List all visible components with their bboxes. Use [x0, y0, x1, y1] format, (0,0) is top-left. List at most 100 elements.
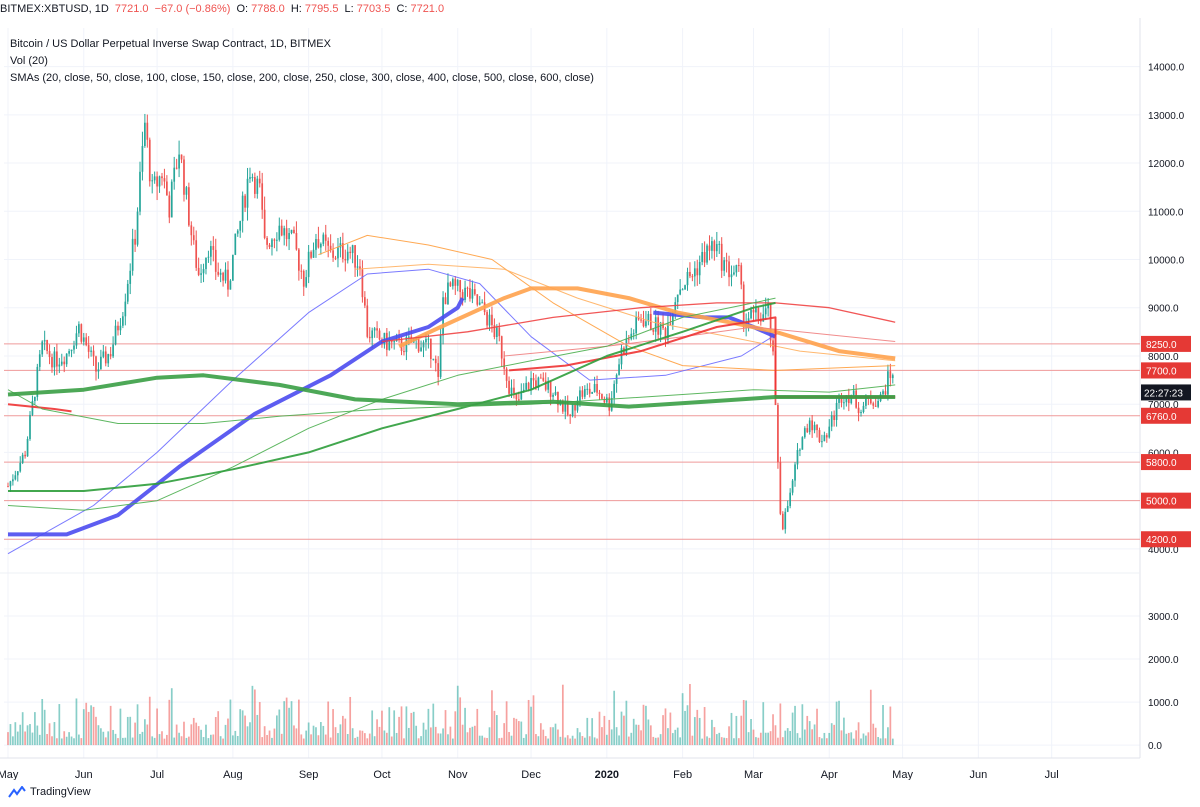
candle-body-40: [104, 351, 107, 364]
volume-bar-209: [517, 721, 520, 746]
volume-bar-127: [317, 735, 320, 746]
candle-body-202: [500, 336, 503, 359]
candle-body-304: [750, 309, 752, 319]
volume-bar-143: [356, 736, 359, 746]
volume-bar-106: [266, 734, 268, 746]
candle-body-206: [510, 387, 513, 394]
volume-bar-159: [395, 732, 398, 746]
candle-body-130: [324, 234, 327, 241]
candle-body-65: [166, 181, 168, 196]
volume-bar-165: [410, 712, 413, 746]
legend-smas[interactable]: SMAs (20, close, 50, close, 100, close, …: [10, 72, 594, 84]
volume-bar-1: [9, 724, 12, 746]
candle-body-175: [434, 358, 437, 364]
volume-bar-104: [261, 737, 264, 746]
candle-body-212: [525, 382, 528, 390]
volume-bar-322: [794, 705, 796, 746]
candle-body-325: [801, 437, 804, 450]
volume-bar-13: [38, 734, 41, 746]
volume-bar-259: [640, 730, 642, 746]
volume-bar-292: [720, 737, 723, 746]
volume-bar-189: [469, 727, 471, 746]
volume-bar-119: [298, 699, 300, 746]
candle-body-238: [588, 388, 591, 394]
candle-body-97: [244, 195, 246, 208]
candle-body-223: [552, 394, 554, 397]
candle-body-12: [36, 366, 39, 397]
candle-body-272: [671, 313, 674, 325]
candle-body-292: [720, 243, 723, 271]
volume-bar-290: [715, 734, 718, 746]
volume-bar-231: [571, 735, 574, 746]
candle-body-41: [107, 354, 110, 364]
volume-bar-273: [674, 729, 677, 746]
volume-bar-102: [256, 714, 259, 746]
volume-bar-92: [232, 735, 234, 746]
chart-area[interactable]: 4000.0 5000.0 6000.0 7000.0 8000.0 9000.0 1000…: [0, 18, 1200, 785]
candle-body-76: [192, 235, 195, 241]
volume-bar-287: [708, 737, 711, 746]
volume-bar-167: [415, 725, 418, 746]
candle-body-221: [547, 381, 550, 390]
volume-bar-76: [192, 717, 195, 746]
candle-body-156: [388, 340, 391, 350]
candle-body-74: [188, 187, 190, 226]
price-chart-svg[interactable]: 4000.0 5000.0 6000.0 7000.0 8000.0 9000.0 1000…: [0, 18, 1200, 781]
candle-body-152: [378, 330, 381, 340]
volume-bar-134: [334, 727, 337, 746]
candle-body-53: [136, 211, 139, 245]
volume-bar-131: [327, 701, 330, 746]
candle-body-232: [574, 405, 576, 411]
volume-bar-170: [422, 722, 425, 746]
volume-bar-81: [205, 724, 207, 746]
volume-bar-313: [772, 714, 774, 746]
candle-body-54: [139, 171, 141, 212]
candle-body-127: [317, 239, 320, 248]
volume-bar-166: [412, 711, 415, 746]
candle-body-50: [129, 270, 132, 284]
volume-bar-37: [97, 725, 100, 746]
symbol-name[interactable]: BITMEX:XBTUSD, 1D: [0, 3, 109, 15]
time-tick-label-8: 2020: [595, 769, 619, 780]
candle-body-61: [156, 176, 158, 187]
volume-bar-100: [251, 685, 254, 746]
candle-body-257: [635, 316, 638, 334]
candle-body-109: [273, 239, 276, 241]
candle-body-300: [740, 265, 743, 285]
candle-body-199: [493, 325, 496, 337]
legend-volume[interactable]: Vol (20): [10, 55, 48, 67]
candle-body-116: [290, 229, 293, 234]
candle-body-85: [214, 249, 217, 272]
tradingview-logo-icon: [8, 786, 26, 798]
candle-body-149: [371, 330, 374, 339]
volume-bar-145: [361, 730, 364, 746]
candle-body-91: [229, 280, 232, 290]
volume-bar-61: [156, 708, 158, 746]
volume-bar-276: [681, 693, 684, 746]
volume-bar-195: [483, 737, 486, 746]
volume-bar-291: [718, 732, 721, 746]
candle-body-135: [337, 247, 339, 259]
volume-bar-15: [43, 709, 46, 746]
candle-body-15: [43, 340, 46, 342]
volume-bar-285: [703, 707, 706, 746]
candle-body-289: [713, 241, 716, 252]
candle-body-353: [869, 398, 872, 404]
candle-body-331: [816, 424, 818, 431]
chart-legend: Bitcoin / US Dollar Perpetual Inverse Sw…: [10, 36, 594, 87]
volume-bar-117: [293, 725, 295, 746]
sma-line-0: [7, 268, 781, 555]
legend-title[interactable]: Bitcoin / US Dollar Perpetual Inverse Sw…: [10, 38, 331, 50]
sma-line-3: [318, 234, 896, 371]
volume-bar-359: [884, 738, 887, 746]
time-tick-label-14: Jul: [1045, 769, 1059, 780]
volume-bar-116: [290, 701, 293, 746]
candle-body-63: [161, 176, 163, 179]
volume-bar-24: [65, 736, 68, 746]
volume-bar-63: [161, 731, 163, 746]
candle-body-259: [640, 319, 642, 321]
volume-bar-308: [759, 732, 762, 746]
volume-bar-47: [122, 737, 124, 746]
volume-bar-271: [669, 712, 672, 746]
candle-body-87: [219, 272, 222, 275]
